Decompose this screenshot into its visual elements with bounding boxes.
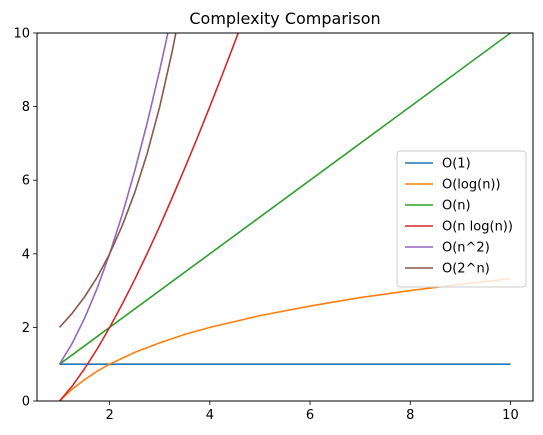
series-line-2 [59,33,511,365]
legend-label-2: O(n) [442,199,471,214]
x-tick-label-2: 6 [306,408,314,423]
y-tick-label-5: 10 [13,27,30,42]
x-axis: 2 4 6 8 10 [106,401,519,423]
series-line-4 [58,33,169,365]
x-tick-label-0: 2 [106,408,114,423]
legend-label-5: O(2^n) [442,262,490,277]
chart-title: Complexity Comparison [189,9,380,28]
y-tick-label-1: 2 [22,321,30,336]
x-tick-label-1: 4 [206,408,214,423]
legend-label-4: O(n^2) [442,241,490,256]
legend-label-0: O(1) [442,157,471,172]
x-tick-label-4: 10 [502,408,519,423]
legend: O(1) O(log(n)) O(n) O(n log(n)) O(n^2) O(2^n) [396,150,527,288]
series-layer [58,33,511,401]
y-tick-label-3: 6 [22,174,30,189]
y-axis: 0 2 4 6 8 10 [13,27,37,410]
x-tick-label-3: 8 [406,408,414,423]
y-tick-label-4: 8 [22,100,30,115]
plot-frame [36,32,534,402]
y-tick-label-0: 0 [22,395,30,410]
legend-label-1: O(log(n)) [442,178,501,193]
series-line-5 [58,33,177,328]
series-line-1 [59,278,511,401]
y-tick-label-2: 4 [22,247,30,262]
legend-label-3: O(n log(n)) [442,220,513,235]
legend-box [396,150,527,288]
series-line-3 [58,33,240,401]
